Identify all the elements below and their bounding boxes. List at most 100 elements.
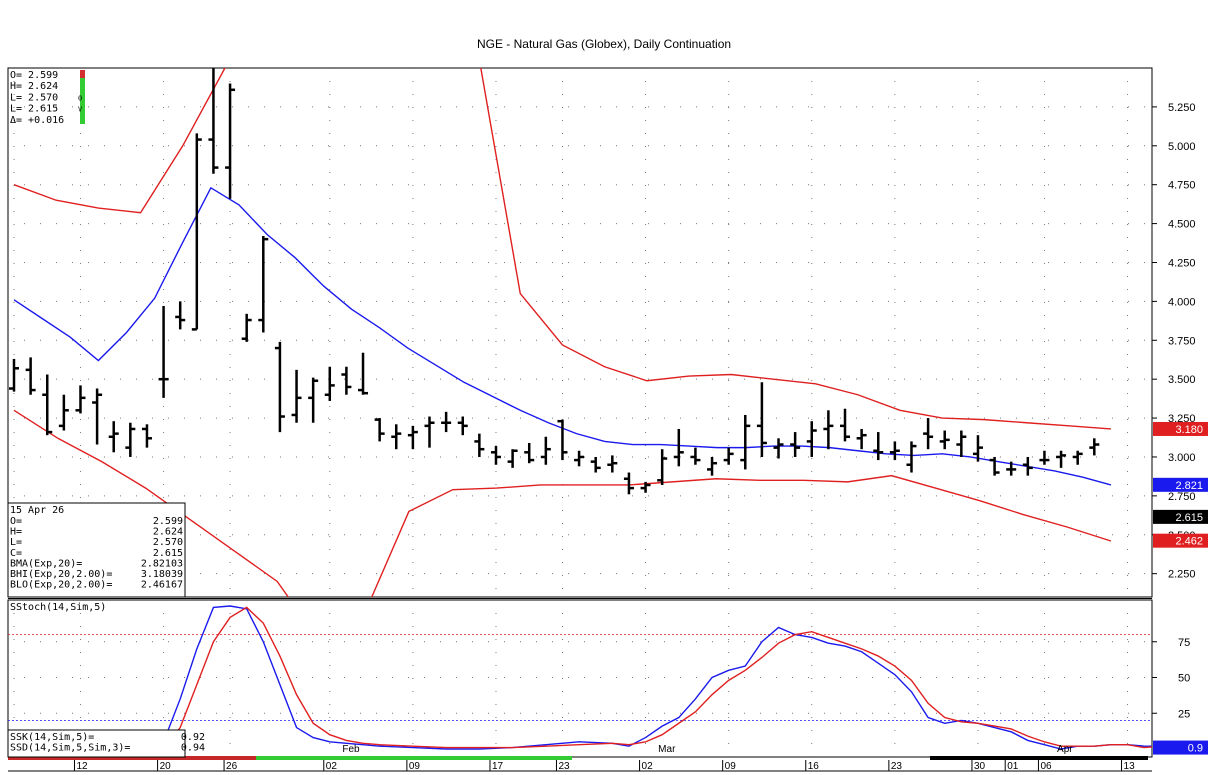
ohlc-bar [1039, 450, 1050, 465]
ohlc-bar [241, 313, 252, 342]
info-box-label: C= [10, 548, 22, 559]
date-axis-label: 09 [725, 761, 737, 772]
date-axis-label: 23 [558, 761, 570, 772]
price-panel-frame [7, 67, 1153, 598]
ohlc-bar [407, 425, 418, 450]
price-badge [1153, 533, 1208, 548]
date-axis-label: 20 [160, 761, 172, 772]
ohlc-bar [1089, 438, 1100, 456]
date-axis-label: 23 [891, 761, 903, 772]
date-axis-label: 01 [1007, 761, 1019, 772]
ohlc-readout-line: Δ= +0.016 [10, 115, 64, 126]
session-bar-black [930, 756, 1148, 760]
stoch-axis-label: 25 [1178, 708, 1190, 720]
ohlc-bar [657, 449, 668, 485]
ohlc-bar [557, 419, 568, 461]
ohlc-bar [1072, 450, 1083, 465]
date-axis-label: 17 [492, 761, 504, 772]
price-badge-label: 2.821 [1175, 480, 1203, 492]
ohlc-bar [358, 352, 369, 395]
stoch-title: SStoch(14,Sim,5) [10, 602, 106, 613]
stoch-badge-label: 0.9 [1188, 743, 1203, 755]
ssk-line [141, 605, 1152, 750]
stoch-axis-label: 75 [1178, 637, 1190, 649]
ohlc-bar [1022, 456, 1033, 476]
date-axis-label: 02 [326, 761, 338, 772]
ohlc-bar [175, 301, 186, 330]
stoch-readout-box [7, 729, 186, 758]
ohlc-bar [324, 366, 335, 401]
price-badge-label: 2.615 [1175, 512, 1203, 524]
info-box-value: 2.599 [153, 516, 183, 527]
info-box-value: 2.82103 [141, 558, 183, 569]
ohlc-readout [80, 70, 85, 124]
ohlc-bar [939, 430, 950, 450]
stoch-readout-value: 0.92 [181, 732, 205, 743]
ohlc-bar [291, 369, 302, 423]
price-axis-label: 4.000 [1168, 296, 1196, 308]
ohlc-bar [707, 456, 718, 476]
info-box-label: BMA(Exp,20)= [10, 558, 82, 569]
ohlc-bar [191, 133, 202, 331]
ohlc-bar [108, 421, 119, 453]
ohlc-bar [723, 447, 734, 465]
info-box-value: 2.570 [153, 537, 183, 548]
ohlc-bar [457, 416, 468, 436]
ohlc-bar [889, 441, 900, 461]
ohlc-bar [225, 83, 236, 199]
ohlc-bar [1006, 461, 1017, 476]
info-box-value: 3.18039 [141, 569, 183, 580]
bollinger-upper-line [13, 68, 1111, 430]
date-axis-label: 16 [808, 761, 820, 772]
ohlc-bar [972, 435, 983, 462]
readout-marker-red [80, 70, 85, 78]
ohlc-bar [989, 456, 1000, 476]
ohlc-bar [673, 428, 684, 467]
date-axis-label: 26 [226, 761, 238, 772]
price-axis-label: 5.250 [1168, 102, 1196, 114]
price-badge [1153, 421, 1208, 436]
stoch-panel-frame [7, 599, 1153, 758]
stoch-readout-value: 0.94 [181, 743, 205, 754]
ohlc-bar [574, 450, 585, 467]
info-box-label: BHI(Exp,20,2.00)= [10, 569, 112, 580]
session-bar-green [256, 756, 572, 760]
ohlc-bar [441, 411, 452, 433]
date-axis-month-label: Apr [1057, 744, 1073, 755]
ohlc-bar [208, 68, 219, 174]
info-box-value: 2.624 [153, 527, 183, 538]
price-badge [1153, 477, 1208, 492]
ohlc-bar [840, 408, 850, 442]
info-box [7, 502, 186, 598]
ohlc-bar [25, 357, 36, 395]
ohlc-bar [906, 441, 917, 473]
ohlc-bar [158, 306, 169, 398]
ohlc-bar [258, 236, 269, 333]
ohlc-bar [956, 430, 967, 457]
info-box-label: O= [10, 516, 22, 527]
ohlc-bar [623, 472, 634, 495]
ohlc-bar [274, 341, 285, 433]
ohlc-bar [374, 418, 385, 442]
ohlc-bar [640, 481, 651, 493]
ohlc-bar [58, 394, 69, 431]
date-axis-label: 09 [409, 761, 421, 772]
ohlc-bar [756, 382, 767, 457]
ohlc-bar [790, 432, 801, 457]
date-axis-month-label: Mar [658, 744, 676, 755]
info-box-value: 2.46167 [141, 580, 183, 591]
price-plot [9, 68, 1112, 597]
ohlc-bar [9, 358, 19, 392]
price-badge-label: 2.462 [1175, 536, 1203, 548]
info-box-label: L= [10, 537, 22, 548]
ohlc-bar [490, 446, 501, 465]
stoch-plot [141, 605, 1152, 750]
stoch-readout-label: SSD(14,Sim,5,Sim,3)= [10, 743, 130, 754]
ohlc-bar [873, 432, 884, 461]
stoch-readout-label: SSK(14,Sim,5)= [10, 732, 94, 743]
readout-marker-label: V [78, 106, 83, 114]
ohlc-readout-line: L= 2.570 [10, 92, 58, 103]
ohlc-bar [474, 433, 485, 457]
ohlc-bar [308, 377, 319, 423]
